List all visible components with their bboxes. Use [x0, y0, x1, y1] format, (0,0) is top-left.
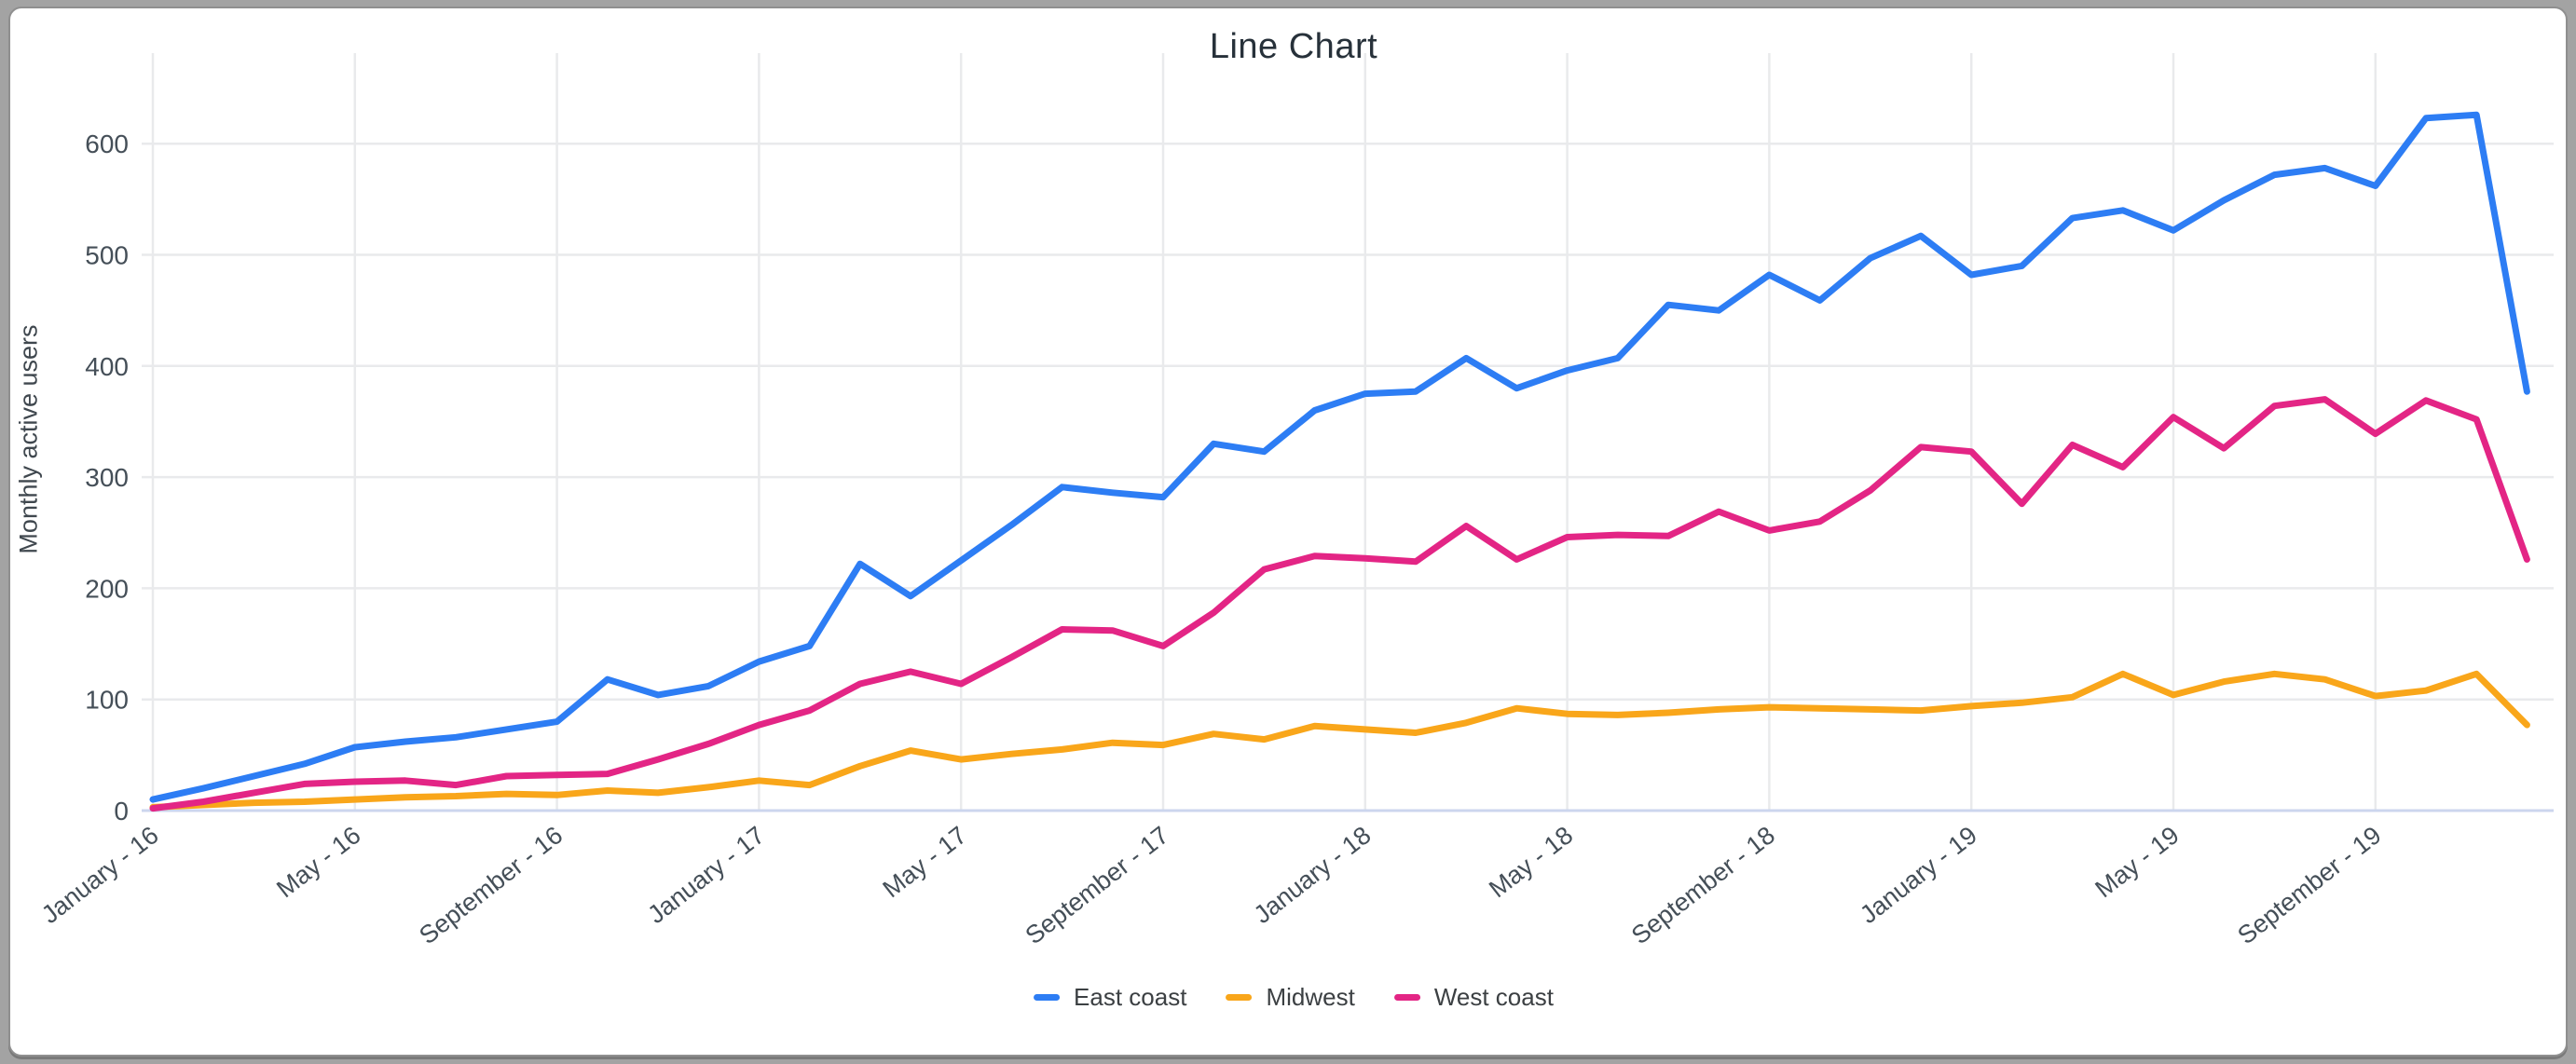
- x-tick-label: May - 19: [2090, 821, 2184, 903]
- x-tick-label: September - 19: [2232, 821, 2386, 949]
- chart-card: Line Chart Monthly active users January …: [8, 7, 2568, 1057]
- y-tick-label: 300: [85, 463, 129, 492]
- y-tick-label: 200: [85, 574, 129, 603]
- y-tick-label: 400: [85, 352, 129, 381]
- x-tick-label: May - 17: [878, 821, 972, 903]
- legend-item-east-coast[interactable]: East coast: [1034, 983, 1186, 1012]
- x-tick-label: January - 17: [642, 821, 770, 929]
- chart-title: Line Chart: [1209, 27, 1378, 66]
- y-tick-label: 0: [114, 797, 129, 825]
- x-tick-label: September - 16: [414, 821, 568, 949]
- x-tick-label: January - 19: [1855, 821, 1982, 929]
- line-chart[interactable]: January - 16 May - 16 September - 16 Januar…: [10, 8, 2569, 987]
- x-tick-label: May - 16: [271, 821, 365, 903]
- x-tick-label: September - 18: [1626, 821, 1780, 949]
- x-tick-label: January - 16: [36, 821, 164, 929]
- y-tick-label: 500: [85, 241, 129, 270]
- legend-swatch-east-coast: [1034, 994, 1061, 1001]
- series-line-west-coast[interactable]: [149, 396, 2530, 812]
- series-line-midwest[interactable]: [149, 670, 2530, 811]
- x-tick-label: January - 18: [1249, 821, 1377, 929]
- legend-label-midwest: Midwest: [1266, 983, 1355, 1011]
- y-tick-label: 100: [85, 686, 129, 715]
- legend-item-west-coast[interactable]: West coast: [1393, 983, 1554, 1012]
- legend-label-west-coast: West coast: [1433, 983, 1554, 1011]
- legend: East coast Midwest West coast: [1034, 983, 1554, 1012]
- legend-item-midwest[interactable]: Midwest: [1226, 983, 1355, 1012]
- x-tick-label: May - 18: [1484, 821, 1578, 903]
- series-line-east-coast[interactable]: [149, 111, 2530, 803]
- legend-swatch-midwest: [1226, 994, 1253, 1001]
- legend-label-east-coast: East coast: [1074, 983, 1187, 1011]
- y-tick-label: 600: [85, 130, 129, 158]
- legend-swatch-west-coast: [1393, 994, 1420, 1001]
- x-tick-label: September - 17: [1021, 821, 1174, 949]
